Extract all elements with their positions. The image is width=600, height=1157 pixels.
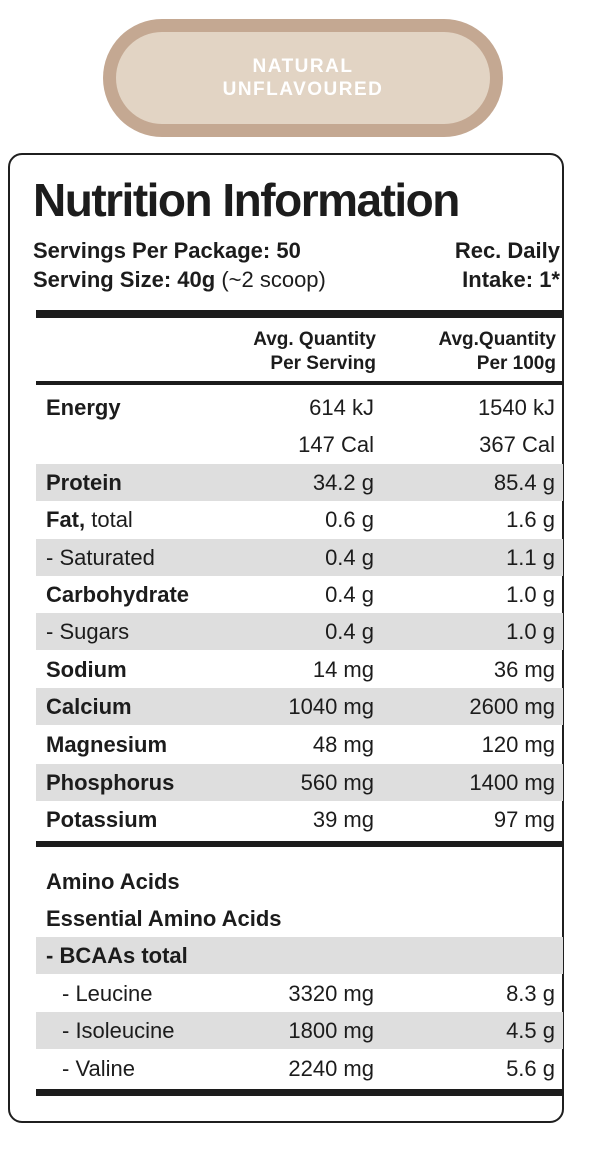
serving-size: Serving Size: 40g xyxy=(33,267,216,292)
value-per-serving: 0.4 g xyxy=(325,582,374,607)
row-label: - Saturated xyxy=(46,545,155,570)
value-per-100g: 4.5 g xyxy=(506,1018,555,1043)
flavour-line-2: UNFLAVOURED xyxy=(222,79,384,100)
value-per-serving: 1040 mg xyxy=(288,694,374,719)
table-row-energy-kj: Energy 614 kJ 1540 kJ xyxy=(36,389,563,426)
value-per-100g: 120 mg xyxy=(481,732,555,757)
table-row-bcaa: - BCAAs total xyxy=(36,937,563,974)
serving-size-note: (~2 scoop) xyxy=(221,267,326,292)
value-per-serving: 0.6 g xyxy=(325,507,374,532)
divider-top xyxy=(36,310,563,318)
essential-amino-heading: Essential Amino Acids xyxy=(46,906,282,931)
value-per-serving: 147 Cal xyxy=(298,432,374,457)
value-per-serving: 1800 mg xyxy=(288,1018,374,1043)
table-row-protein: Protein 34.2 g 85.4 g xyxy=(36,464,563,501)
value-per-serving: 2240 mg xyxy=(288,1056,374,1081)
flavour-badge-inner: NATURAL UNFLAVOURED xyxy=(116,32,490,124)
value-per-serving: 3320 mg xyxy=(288,981,374,1006)
table-row-valine: - Valine 2240 mg 5.6 g xyxy=(36,1050,563,1087)
rdi-line-2: Intake: 1* xyxy=(462,267,560,292)
table-row-energy-cal: 147 Cal 367 Cal xyxy=(36,426,563,463)
table-row-sodium: Sodium 14 mg 36 mg xyxy=(36,651,563,688)
row-label: Calcium xyxy=(46,694,132,719)
table-row-fat: Fat, total 0.6 g 1.6 g xyxy=(36,501,563,538)
value-per-100g: 5.6 g xyxy=(506,1056,555,1081)
row-label: Magnesium xyxy=(46,732,168,757)
table-row-saturated: - Saturated 0.4 g 1.1 g xyxy=(36,539,563,576)
col-header-per-serving-line-1: Avg. Quantity xyxy=(253,329,376,350)
serving-size-line: Serving Size: 40g (~2 scoop) xyxy=(33,265,326,294)
row-label: Sodium xyxy=(46,657,127,682)
servings-per-package: Servings Per Package: 50 xyxy=(33,238,301,263)
divider-amino xyxy=(36,841,563,847)
row-label: Potassium xyxy=(46,807,158,832)
value-per-100g: 1.0 g xyxy=(506,619,555,644)
value-per-serving: 0.4 g xyxy=(325,545,374,570)
row-label: Phosphorus xyxy=(46,770,175,795)
value-per-serving: 614 kJ xyxy=(309,395,374,420)
table-row-carbohydrate: Carbohydrate 0.4 g 1.0 g xyxy=(36,576,563,613)
table-row-potassium: Potassium 39 mg 97 mg xyxy=(36,801,563,838)
value-per-serving: 34.2 g xyxy=(312,470,374,495)
serving-info: Servings Per Package: 50 Serving Size: 4… xyxy=(33,236,326,294)
row-label-suffix: total xyxy=(85,507,133,532)
value-per-100g: 2600 mg xyxy=(469,694,555,719)
value-per-100g: 8.3 g xyxy=(506,981,555,1006)
essential-amino-heading-row: Essential Amino Acids xyxy=(36,900,563,937)
rdi-info: Rec. Daily Intake: 1* xyxy=(455,236,560,294)
amino-acids-heading: Amino Acids xyxy=(46,869,180,894)
value-per-serving: 0.4 g xyxy=(325,619,374,644)
value-per-serving: 14 mg xyxy=(312,657,374,682)
value-per-100g: 1400 mg xyxy=(469,770,555,795)
value-per-serving: 48 mg xyxy=(312,732,374,757)
table-row-calcium: Calcium 1040 mg 2600 mg xyxy=(36,688,563,725)
flavour-line-1: NATURAL xyxy=(252,56,354,77)
value-per-100g: 1.6 g xyxy=(506,507,555,532)
row-label: - Valine xyxy=(62,1056,135,1081)
row-label-main: Fat, xyxy=(46,507,86,532)
divider-header xyxy=(36,381,563,385)
row-label: - Sugars xyxy=(46,619,130,644)
col-header-per-100g-line-1: Avg.Quantity xyxy=(438,329,556,350)
row-label: Protein xyxy=(46,470,122,495)
value-per-100g: 1.1 g xyxy=(506,545,555,570)
col-header-per-serving-line-2: Per Serving xyxy=(270,353,376,374)
value-per-serving: 560 mg xyxy=(300,770,374,795)
row-label: - Leucine xyxy=(62,981,153,1006)
table-row-magnesium: Magnesium 48 mg 120 mg xyxy=(36,726,563,763)
row-label: Carbohydrate xyxy=(46,582,190,607)
value-per-100g: 36 mg xyxy=(493,657,555,682)
value-per-100g: 367 Cal xyxy=(479,432,555,457)
col-header-per-serving: Avg. Quantity Per Serving xyxy=(253,328,376,376)
col-header-per-100g: Avg.Quantity Per 100g xyxy=(438,328,556,376)
divider-bottom xyxy=(36,1089,563,1096)
table-row-isoleucine: - Isoleucine 1800 mg 4.5 g xyxy=(36,1012,563,1049)
rdi-line-1: Rec. Daily xyxy=(454,238,560,263)
value-per-100g: 1540 kJ xyxy=(477,395,555,420)
amino-acids-heading-row: Amino Acids xyxy=(36,863,563,900)
row-label: - BCAAs total xyxy=(46,943,188,968)
value-per-100g: 97 mg xyxy=(493,807,555,832)
row-label: - Isoleucine xyxy=(62,1018,175,1043)
value-per-100g: 85.4 g xyxy=(493,470,555,495)
value-per-100g: 1.0 g xyxy=(506,582,555,607)
row-label: Fat, total xyxy=(46,501,133,538)
table-row-leucine: - Leucine 3320 mg 8.3 g xyxy=(36,975,563,1012)
value-per-serving: 39 mg xyxy=(312,807,374,832)
table-row-phosphorus: Phosphorus 560 mg 1400 mg xyxy=(36,764,563,801)
flavour-badge: NATURAL UNFLAVOURED xyxy=(103,19,503,137)
panel-title: Nutrition Information xyxy=(33,174,460,226)
col-header-per-100g-line-2: Per 100g xyxy=(476,353,556,374)
table-row-sugars: - Sugars 0.4 g 1.0 g xyxy=(36,613,563,650)
row-label: Energy xyxy=(46,395,121,420)
